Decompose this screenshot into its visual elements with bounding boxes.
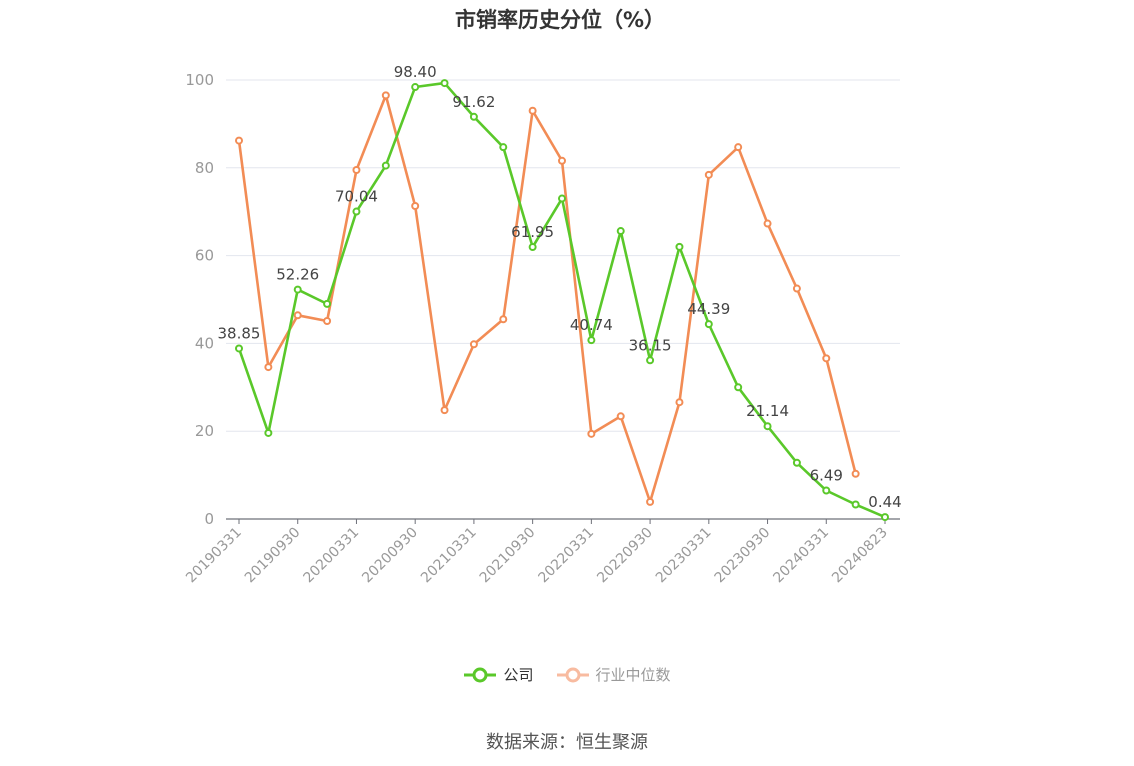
data-source: 数据来源：恒生聚源: [486, 732, 648, 753]
data-point-industry: [763, 219, 772, 228]
data-point-industry: [440, 406, 449, 415]
x-tick-label: 20240331: [770, 525, 832, 587]
x-tick-label: 20190331: [183, 525, 245, 587]
data-point-industry: [792, 284, 801, 293]
label-layer: 38.85 52.26 70.04 98.40 91.62 61.95 40.74 36.15…: [218, 63, 902, 511]
data-point-company: [264, 428, 273, 437]
data-point-company: [792, 458, 801, 467]
data-point-company: [411, 83, 420, 92]
data-point-industry: [352, 165, 361, 174]
data-point-company: [499, 143, 508, 152]
y-tick-label: 0: [204, 510, 214, 528]
series-layer: [235, 79, 889, 522]
x-tick-label: 20200930: [359, 525, 421, 587]
series-line-company: [237, 81, 886, 519]
x-tick-label: 20220930: [594, 525, 656, 587]
x-tick-label: 20200331: [301, 525, 363, 587]
data-point-industry: [411, 201, 420, 210]
data-point-industry: [851, 469, 860, 478]
data-label: 36.15: [629, 336, 672, 354]
data-label: 52.26: [276, 266, 319, 284]
y-tick-label: 20: [195, 422, 214, 440]
data-point-company: [381, 161, 390, 170]
data-label: 40.74: [570, 316, 613, 334]
x-tick-label: 20190930: [242, 525, 304, 587]
data-point-company: [235, 344, 243, 353]
data-point-company: [293, 285, 302, 294]
data-label: 38.85: [218, 324, 261, 342]
chart-title: 市销率历史分位（%）: [454, 8, 666, 32]
x-tick-label: 20230930: [712, 525, 774, 587]
x-tick-label: 20220331: [535, 525, 597, 587]
data-point-industry: [381, 91, 390, 100]
data-point-industry: [235, 136, 243, 145]
data-point-industry: [499, 315, 508, 324]
data-point-company: [822, 486, 831, 495]
data-point-industry: [558, 156, 566, 165]
data-point-company: [558, 194, 566, 203]
line-chart: 0 20 40 60 80 100 2019033120190930202003312020…: [183, 63, 902, 587]
data-point-industry: [822, 354, 831, 363]
x-tick-label: 20210331: [418, 525, 480, 587]
x-tick-label: 20210930: [477, 525, 539, 587]
data-point-industry: [323, 317, 332, 326]
legend-item-industry[interactable]: 行业中位数: [556, 664, 671, 685]
data-point-industry: [616, 412, 625, 421]
data-point-industry: [587, 429, 596, 438]
legend-company-marker-icon: [464, 667, 497, 682]
data-point-company: [352, 207, 361, 216]
data-label: 6.49: [810, 467, 843, 485]
data-point-company: [323, 299, 332, 308]
data-point-company: [704, 320, 713, 329]
data-point-industry: [704, 170, 713, 179]
grid-layer: [226, 79, 900, 432]
data-point-industry: [293, 311, 302, 320]
legend: 公司 行业中位数: [0, 664, 1134, 685]
legend-item-company[interactable]: 公司: [463, 664, 534, 685]
data-point-company: [440, 79, 449, 88]
data-label: 61.95: [511, 223, 554, 241]
series-line-industry: [237, 94, 857, 504]
data-label: 70.04: [335, 188, 378, 206]
legend-industry-label: 行业中位数: [595, 666, 671, 684]
data-point-company: [469, 112, 478, 121]
data-label: 98.40: [394, 63, 437, 81]
data-point-industry: [734, 143, 743, 152]
legend-company-label: 公司: [503, 666, 534, 684]
data-point-company: [616, 227, 625, 236]
data-label: 21.14: [746, 402, 789, 420]
y-tick-label: 100: [185, 71, 214, 89]
data-point-company: [851, 500, 860, 509]
data-point-industry: [528, 106, 537, 115]
y-tick-label: 80: [195, 159, 214, 177]
data-point-company: [763, 422, 772, 431]
data-point-company: [646, 356, 655, 365]
data-point-company: [587, 336, 596, 345]
data-point-industry: [675, 398, 684, 407]
x-tick-label: 20230331: [653, 525, 715, 587]
data-label: 44.39: [687, 300, 730, 318]
data-point-company: [881, 513, 889, 522]
data-label: 91.62: [452, 93, 495, 111]
x-tick-label: 20240823: [829, 525, 891, 587]
data-point-company: [675, 242, 684, 251]
data-point-company: [734, 383, 743, 392]
legend-industry-marker-icon: [556, 667, 589, 682]
y-tick-label: 40: [195, 334, 214, 352]
y-tick-label: 60: [195, 247, 214, 265]
data-label: 0.44: [868, 493, 901, 511]
data-point-industry: [264, 363, 273, 372]
data-point-company: [528, 243, 537, 252]
data-point-industry: [646, 497, 655, 506]
data-point-industry: [469, 340, 478, 349]
